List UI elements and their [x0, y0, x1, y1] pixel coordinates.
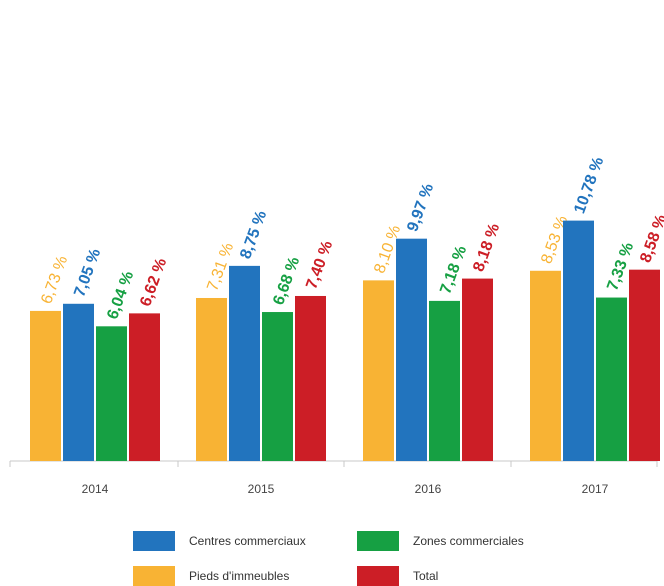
- bar-2017-series-3: [629, 269, 660, 461]
- bar-2016-series-1: [396, 238, 427, 461]
- bar-2015-series-0: [196, 297, 227, 461]
- data-label: 6,62 %: [137, 256, 170, 309]
- bar-2017-series-0: [530, 270, 561, 461]
- data-label: 8,18 %: [470, 221, 503, 274]
- data-label: 7,40 %: [303, 239, 336, 292]
- data-label: 8,75 %: [237, 209, 270, 262]
- bar-2017-series-1: [563, 220, 594, 461]
- bar-2015-series-3: [295, 295, 326, 461]
- bar-2016-series-3: [462, 278, 493, 461]
- data-label: 8,58 %: [637, 212, 664, 265]
- x-tick-label: 2014: [82, 482, 109, 496]
- data-label: 6,73 %: [38, 254, 71, 307]
- bar-2015-series-2: [262, 312, 293, 461]
- bar-2016-series-0: [363, 280, 394, 461]
- data-label: 9,97 %: [404, 181, 437, 234]
- x-tick-label: 2016: [415, 482, 442, 496]
- x-tick-label: 2015: [248, 482, 275, 496]
- bar-2016-series-2: [429, 300, 460, 461]
- bar-2017-series-2: [596, 297, 627, 461]
- x-tick-label: 2017: [582, 482, 609, 496]
- bar-2015-series-1: [229, 265, 260, 461]
- bar-2014-series-2: [96, 326, 127, 461]
- data-label: 10,78 %: [571, 155, 607, 216]
- bar-2014-series-0: [30, 310, 61, 461]
- bar-2014-series-1: [63, 303, 94, 461]
- bar-2014-series-3: [129, 313, 160, 461]
- data-label: 7,05 %: [71, 247, 104, 300]
